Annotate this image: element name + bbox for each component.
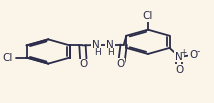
Text: N: N <box>106 40 114 50</box>
Text: Cl: Cl <box>143 11 153 21</box>
Text: O: O <box>189 50 198 60</box>
Text: +: + <box>180 48 187 57</box>
Text: N: N <box>92 40 100 50</box>
Text: H: H <box>108 48 114 57</box>
Text: N: N <box>175 52 183 62</box>
Text: O: O <box>175 65 183 75</box>
Text: Cl: Cl <box>2 53 12 63</box>
Text: O: O <box>79 59 88 70</box>
Text: O: O <box>116 59 125 69</box>
Text: H: H <box>94 48 101 57</box>
Text: -: - <box>196 47 200 56</box>
